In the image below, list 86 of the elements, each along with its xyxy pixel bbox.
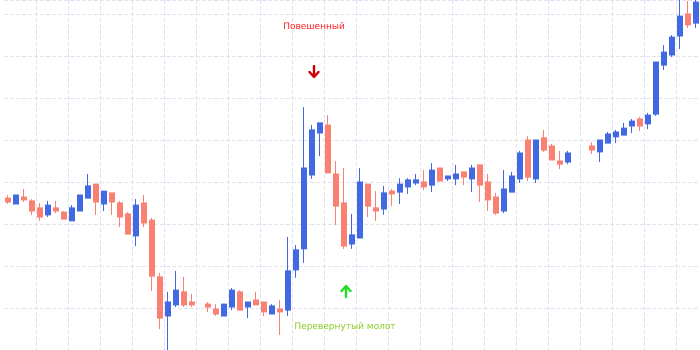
candlestick (589, 142, 595, 154)
candlestick (189, 294, 195, 308)
candlestick (485, 173, 491, 212)
candlestick (549, 143, 555, 160)
candlestick (29, 198, 35, 216)
candlestick (461, 171, 467, 186)
candlestick (85, 173, 91, 199)
candlestick (597, 140, 603, 163)
candlestick (693, 0, 699, 28)
candlestick (341, 168, 347, 250)
candlestick (669, 34, 675, 58)
candlestick (173, 270, 179, 308)
candlestick (213, 304, 219, 317)
candlestick (565, 150, 571, 165)
candlestick (157, 272, 163, 330)
candlestick (613, 129, 619, 144)
candlestick (373, 190, 379, 222)
candlestick (149, 218, 155, 292)
candlestick (285, 236, 291, 317)
annotation: Перевернутый молот (294, 322, 396, 332)
candlestick (453, 164, 459, 186)
candlestick (37, 202, 43, 222)
candlestick (125, 212, 131, 235)
candlestick (317, 122, 323, 157)
candlestick (309, 124, 315, 180)
candlestick (469, 164, 475, 193)
candlestick (381, 185, 387, 216)
candlestick (421, 170, 427, 191)
candlestick (445, 176, 451, 182)
candlestick (53, 200, 59, 214)
candlestick (5, 194, 11, 205)
candlestick (109, 192, 115, 216)
candlestick (101, 190, 107, 212)
candlestick (541, 129, 547, 152)
candlestick (221, 304, 227, 317)
candlestick (661, 44, 667, 70)
candlestick (365, 184, 371, 218)
candlestick (133, 198, 139, 247)
candlestick (501, 170, 507, 214)
candlestick (397, 178, 403, 205)
candlestick (437, 168, 443, 182)
candlestick (357, 168, 363, 238)
candlestick (117, 200, 123, 228)
candlestick (349, 213, 355, 250)
candlestick (557, 150, 563, 170)
candlestick (269, 304, 275, 314)
candlestick (677, 0, 683, 50)
candlestick (493, 192, 499, 216)
candlestick (325, 114, 331, 174)
candlestick (605, 131, 611, 144)
candlestick (205, 302, 211, 312)
candlestick (413, 173, 419, 186)
candlestick (525, 136, 531, 182)
candlestick (77, 194, 83, 212)
candlestick (229, 288, 235, 311)
candlestick (141, 194, 147, 228)
candlestick (253, 291, 259, 306)
candlestick (301, 106, 307, 264)
candlestick (405, 178, 411, 194)
candlestick (293, 244, 299, 278)
candlestick (509, 171, 515, 193)
candlestick (477, 164, 483, 202)
candlestick (517, 150, 523, 184)
candlestick (277, 299, 283, 336)
candlestick (389, 188, 395, 207)
candlestick (245, 302, 251, 319)
candlestick (61, 210, 67, 220)
candlestick (21, 188, 27, 202)
candlestick (653, 61, 659, 116)
annotation: Повешенный (283, 22, 345, 32)
candlestick (429, 162, 435, 193)
candlestick (93, 184, 99, 216)
candlestick (333, 160, 339, 226)
candlestick (261, 302, 267, 317)
candlestick (621, 122, 627, 136)
candlestick (637, 116, 643, 132)
candlestick (237, 290, 243, 311)
candlestick (533, 140, 539, 184)
candlestick (181, 276, 187, 308)
candlestick (45, 200, 51, 218)
candlestick (165, 291, 171, 350)
candlestick (685, 0, 691, 28)
candlestick (645, 112, 651, 130)
candlestick (69, 204, 75, 222)
candlestick (629, 118, 635, 134)
candlestick (13, 194, 19, 205)
